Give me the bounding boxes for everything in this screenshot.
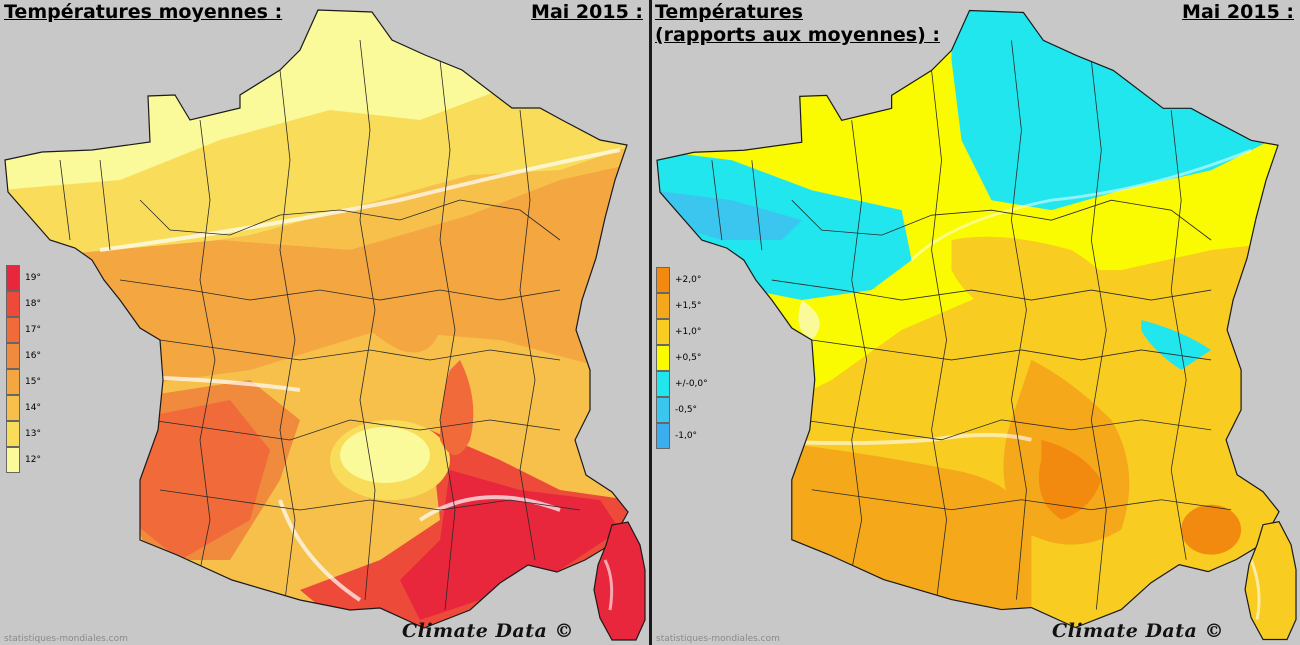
temperature-legend-item: 14° [6, 395, 41, 421]
anomaly-legend-label: +1,5° [675, 301, 702, 311]
anomaly-source-label: statistiques-mondiales.com [656, 634, 780, 644]
temperature-legend-item: 12° [6, 447, 41, 473]
anomaly-legend-item: +0,5° [656, 345, 701, 371]
anomaly-legend-label: +1,0° [675, 327, 702, 337]
temperature-legend-label: 13° [25, 429, 41, 439]
anomaly-legend-item: +1,5° [656, 293, 701, 319]
temperature-legend-label: 17° [25, 325, 41, 335]
temperature-legend-item: 15° [6, 369, 41, 395]
anomaly-legend-item: -0,5° [656, 397, 697, 423]
anomaly-legend-item: -1,0° [656, 423, 697, 449]
temperature-legend-swatch [6, 395, 20, 421]
temperature-legend-item: 16° [6, 343, 41, 369]
anomaly-title-line2: (rapports aux moyennes) : [655, 24, 940, 46]
credit-label: Climate Data © [402, 620, 574, 642]
anomaly-legend-swatch [656, 345, 670, 371]
anomaly-legend-swatch [656, 371, 670, 397]
anomaly-legend-label: -1,0° [675, 431, 698, 441]
anomaly-legend-label: +0,5° [675, 353, 702, 363]
anomaly-legend-label: +/-0,0° [675, 379, 708, 389]
temperature-legend-label: 14° [25, 403, 41, 413]
temperature-map [4, 9, 646, 641]
anomaly-legend-swatch [656, 319, 670, 345]
map-title: Températures moyennes : [4, 1, 283, 23]
temperature-legend-label: 15° [25, 377, 41, 387]
anomaly-legend-swatch [656, 293, 670, 319]
anomaly-legend-item: +/-0,0° [656, 371, 708, 397]
temperature-legend-label: 12° [25, 455, 41, 465]
left-map-panel: Températures moyennes : Mai 2015 : 19° 18… [0, 0, 649, 645]
anomaly-legend-item: +2,0° [656, 267, 701, 293]
temperature-legend-label: 16° [25, 351, 41, 361]
panel-divider [649, 0, 652, 645]
temperature-legend-swatch [6, 291, 20, 317]
anomaly-period: Mai 2015 : [1182, 1, 1294, 23]
right-map-panel: Températures (rapports aux moyennes) : M… [652, 0, 1300, 645]
temperature-legend-label: 18° [25, 299, 41, 309]
anomaly-credit-label: Climate Data © [1052, 620, 1224, 642]
anomaly-legend-swatch [656, 397, 670, 423]
temperature-legend-swatch [6, 343, 20, 369]
temperature-legend-swatch [6, 421, 20, 447]
temperature-legend-swatch [6, 317, 20, 343]
temperature-legend-item: 17° [6, 317, 41, 343]
map-period: Mai 2015 : [531, 1, 643, 23]
temperature-legend-swatch [6, 369, 20, 395]
anomaly-map [656, 9, 1297, 641]
source-label: statistiques-mondiales.com [4, 634, 128, 644]
temperature-legend-item: 19° [6, 265, 41, 291]
anomaly-legend-swatch [656, 267, 670, 293]
anomaly-legend-label: -0,5° [675, 405, 698, 415]
temperature-legend-swatch [6, 265, 20, 291]
temperature-legend-item: 13° [6, 421, 41, 447]
temperature-legend-item: 18° [6, 291, 41, 317]
anomaly-legend-swatch [656, 423, 670, 449]
anomaly-title-line1: Températures [655, 1, 803, 23]
temperature-legend-label: 19° [25, 273, 41, 283]
temperature-legend-swatch [6, 447, 20, 473]
anomaly-legend-item: +1,0° [656, 319, 701, 345]
anomaly-legend-label: +2,0° [675, 275, 702, 285]
